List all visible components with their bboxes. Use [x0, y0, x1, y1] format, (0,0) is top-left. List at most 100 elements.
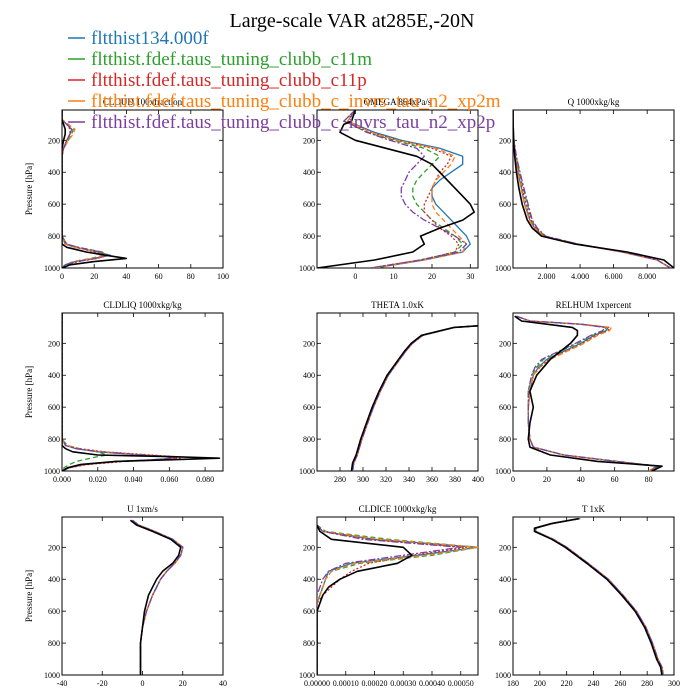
x-tick-label: 0 — [60, 272, 64, 281]
y-tick-label: 1000 — [495, 467, 511, 476]
x-tick-label: 2.000 — [538, 272, 556, 281]
x-tick-label: 0.080 — [196, 475, 214, 484]
series-line-3 — [317, 524, 468, 675]
y-tick-label: 1000 — [299, 467, 315, 476]
y-tick-label: 800 — [303, 435, 315, 444]
series-line-4 — [347, 110, 468, 268]
series-line-5 — [513, 110, 671, 268]
x-tick-label: 40 — [219, 679, 227, 688]
x-tick-label: 380 — [449, 475, 461, 484]
series-line-6 — [533, 517, 663, 675]
series-line-3 — [351, 325, 478, 471]
series-line-6 — [514, 315, 663, 471]
panel-title: OMEGA 864xPa/s — [364, 97, 432, 107]
x-tick-label: -20 — [97, 679, 108, 688]
x-tick-label: 200 — [534, 679, 546, 688]
y-tick-label: 200 — [303, 136, 315, 145]
y-tick-label: 1000 — [44, 264, 60, 273]
legend-entry: fltthist.fdef.taus_tuning_clubb_c_invrs_… — [68, 112, 495, 133]
panel-title: CLDICE 1000xkg/kg — [359, 504, 437, 514]
x-tick-label: 280 — [641, 679, 653, 688]
series-line-4 — [317, 524, 478, 675]
series-line-2 — [317, 524, 478, 675]
y-tick-label: 600 — [48, 403, 60, 412]
y-tick-label: 600 — [48, 200, 60, 209]
plot-frame — [512, 516, 675, 676]
y-tick-label: 200 — [303, 339, 315, 348]
series-line-1 — [513, 110, 671, 268]
plot-frame — [512, 312, 675, 472]
series-line-5 — [343, 110, 468, 268]
x-tick-label: 0.060 — [160, 475, 178, 484]
y-tick-label: 800 — [303, 639, 315, 648]
x-tick-label: 400 — [472, 475, 484, 484]
x-tick-label: 0.040 — [125, 475, 143, 484]
series-line-4 — [513, 110, 671, 268]
x-tick-label: 4.000 — [571, 272, 589, 281]
y-tick-label: 600 — [499, 200, 511, 209]
panel-title: U 1xm/s — [127, 504, 158, 514]
legend-label: fltthist.fdef.taus_tuning_clubb_c11p — [91, 70, 367, 91]
y-tick-label: 600 — [499, 607, 511, 616]
y-tick-label: 800 — [499, 639, 511, 648]
y-tick-label: 600 — [48, 607, 60, 616]
panel-5: THETA 1.0xK 200 400 600 800 1000 280 300 320 340 3… — [299, 300, 484, 484]
y-tick-label: 800 — [499, 435, 511, 444]
y-tick-label: 1000 — [495, 671, 511, 680]
y-tick-label: 400 — [499, 168, 511, 177]
y-tick-label: 200 — [48, 136, 60, 145]
x-tick-label: -40 — [57, 679, 68, 688]
x-tick-label: 300 — [668, 679, 680, 688]
plot-frame — [61, 516, 224, 676]
y-tick-label: 600 — [499, 403, 511, 412]
series-line-3 — [62, 313, 181, 471]
series-line-5 — [62, 313, 176, 471]
panel-4: CLDLIQ 1000xkg/kg Pressure [hPa] 200 400 600… — [24, 300, 224, 484]
legend-label: fltthist.fdef.taus_tuning_clubb_c_invrs_… — [91, 91, 501, 112]
series-line-6 — [129, 519, 182, 675]
series-line-5 — [317, 524, 462, 675]
y-tick-label: 200 — [303, 543, 315, 552]
legend-entry: fltthist.fdef.taus_tuning_clubb_c11p — [68, 70, 367, 91]
x-tick-label: 0.00020 — [362, 679, 388, 688]
plot-frame — [316, 516, 479, 676]
x-tick-label: 80 — [187, 272, 195, 281]
y-tick-label: 800 — [303, 232, 315, 241]
x-tick-label: 0 — [511, 475, 515, 484]
legend-label: fltthist134.000f — [91, 28, 209, 49]
y-tick-label: 800 — [499, 232, 511, 241]
plot-frame — [61, 312, 224, 472]
panel-title: RELHUM 1xpercent — [556, 300, 632, 310]
y-tick-label: 1000 — [299, 671, 315, 680]
series-line-6 — [62, 313, 221, 471]
x-tick-label: 100 — [217, 272, 229, 281]
plot-frame — [316, 312, 479, 472]
legend: fltthist134.000f fltthist.fdef.taus_tunin… — [68, 28, 501, 133]
y-tick-label: 200 — [499, 339, 511, 348]
panel-title: CLOUD 100xfraction — [103, 97, 183, 107]
series-line-3 — [513, 110, 671, 268]
y-tick-label: 600 — [303, 403, 315, 412]
x-tick-label: 0.00030 — [390, 679, 416, 688]
y-tick-label: 800 — [48, 435, 60, 444]
x-tick-label: 40 — [577, 475, 585, 484]
panel-title: THETA 1.0xK — [371, 300, 424, 310]
series-line-6 — [317, 524, 413, 675]
x-tick-label: 60 — [611, 475, 619, 484]
plot-frame — [316, 109, 479, 269]
x-tick-label: 220 — [561, 679, 573, 688]
x-tick-label: 10 — [390, 272, 398, 281]
x-tick-label: 0.00040 — [419, 679, 445, 688]
y-axis-label: Pressure [hPa] — [24, 366, 34, 418]
x-tick-label: 0 — [141, 679, 145, 688]
series-line-6 — [350, 325, 478, 471]
series-line-1 — [535, 517, 664, 675]
x-tick-label: 0.00050 — [448, 679, 474, 688]
panel-title: CLDLIQ 1000xkg/kg — [103, 300, 182, 310]
y-tick-label: 400 — [303, 575, 315, 584]
y-tick-label: 800 — [48, 639, 60, 648]
plot-frame — [512, 109, 675, 269]
x-tick-label: 340 — [403, 475, 415, 484]
